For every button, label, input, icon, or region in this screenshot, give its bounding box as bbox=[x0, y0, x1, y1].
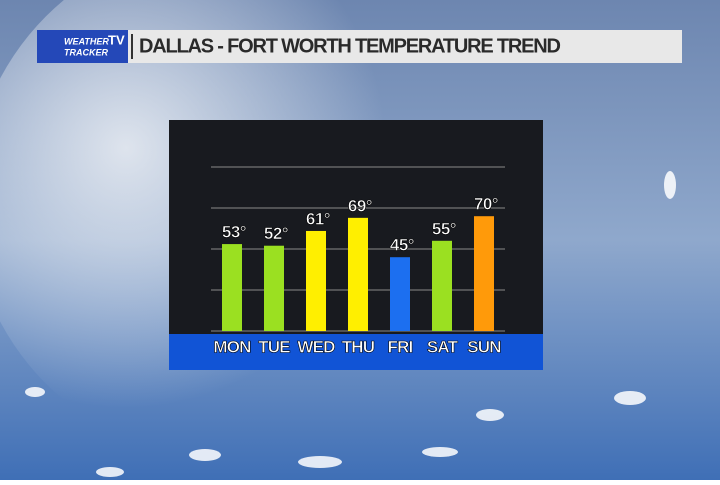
bar bbox=[306, 230, 326, 331]
chart-title: DALLAS - FORT WORTH TEMPERATURE TREND bbox=[139, 35, 561, 57]
value-label: 61° bbox=[306, 209, 331, 228]
x-tick-label: FRI bbox=[388, 337, 413, 356]
value-label: 69° bbox=[348, 196, 373, 215]
divider bbox=[131, 34, 133, 59]
x-tick-label: TUE bbox=[258, 337, 290, 356]
value-label: 70° bbox=[474, 195, 499, 214]
x-tick-label: WED bbox=[297, 337, 335, 356]
x-tick-label: SUN bbox=[467, 337, 501, 356]
x-tick-label: THU bbox=[342, 337, 375, 356]
logo-text: TRACKER bbox=[64, 47, 108, 57]
value-label: 55° bbox=[432, 219, 457, 238]
bar bbox=[390, 257, 410, 331]
value-label: 52° bbox=[264, 224, 289, 243]
bar bbox=[222, 244, 242, 331]
logo-box bbox=[37, 30, 128, 63]
bar bbox=[348, 217, 368, 331]
bar bbox=[264, 245, 284, 331]
x-tick-label: MON bbox=[213, 337, 251, 356]
logo-text: WEATHER bbox=[64, 36, 109, 46]
bar bbox=[432, 240, 452, 331]
header-bar bbox=[37, 30, 682, 63]
value-label: 53° bbox=[222, 223, 247, 242]
x-tick-label: SAT bbox=[427, 337, 459, 356]
category-band bbox=[169, 334, 543, 370]
logo-badge: TV bbox=[108, 32, 125, 47]
value-label: 45° bbox=[390, 236, 415, 255]
bar bbox=[474, 216, 494, 331]
clouds bbox=[25, 171, 676, 477]
